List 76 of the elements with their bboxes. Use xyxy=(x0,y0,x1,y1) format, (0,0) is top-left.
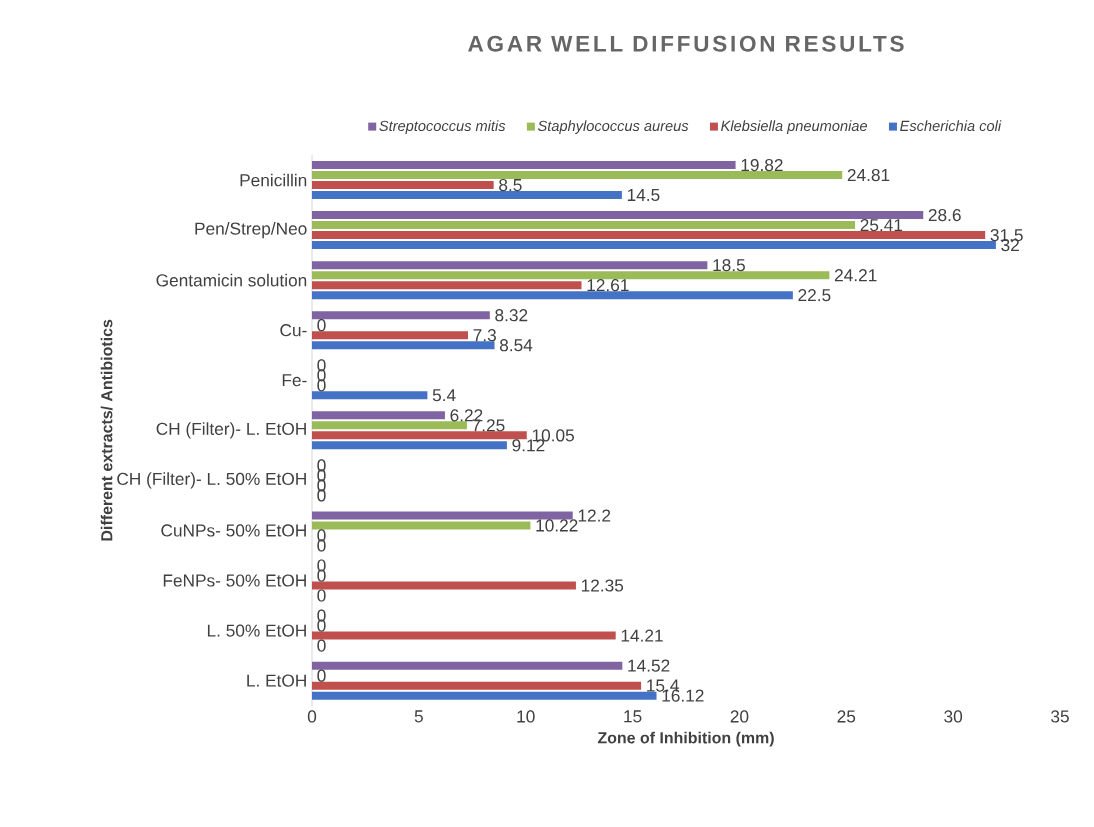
bar xyxy=(312,581,576,590)
x-tick-label: 30 xyxy=(944,710,963,723)
bar xyxy=(312,261,708,270)
data-label: 28.6 xyxy=(928,208,961,222)
x-tick-label: 15 xyxy=(624,710,642,723)
data-label: 18.5 xyxy=(713,259,745,272)
bar xyxy=(312,221,856,230)
y-tick-label: CuNPs- 50% EtOH xyxy=(161,524,306,537)
y-tick-label: FeNPs- 50% EtOH xyxy=(163,574,306,587)
data-label: 24.21 xyxy=(834,269,877,282)
y-tick-label: CH (Filter)- L. EtOH xyxy=(156,422,306,439)
data-label: 12.35 xyxy=(581,579,624,592)
data-label: 5.4 xyxy=(432,389,456,402)
legend-label: Streptococcus mitis xyxy=(379,120,506,134)
data-label: 25.41 xyxy=(860,218,903,232)
bar xyxy=(312,521,531,530)
bar xyxy=(312,191,622,200)
x-tick-label: 0 xyxy=(307,710,317,723)
x-axis-title: Zone of Inhibition (mm) xyxy=(597,731,774,747)
data-label: 8.54 xyxy=(499,339,533,352)
data-label: 7.3 xyxy=(473,329,496,342)
data-label: 14.5 xyxy=(627,189,660,202)
legend-label: Escherichia coli xyxy=(900,120,1002,132)
bar xyxy=(312,691,657,700)
chart-title: AGAR WELL DIFFUSION RESULTS xyxy=(468,35,904,52)
bar xyxy=(312,391,428,400)
bar xyxy=(312,421,467,430)
x-tick-label: 35 xyxy=(1051,710,1069,723)
bar xyxy=(312,181,494,190)
bar xyxy=(312,311,490,320)
x-tick-label: 10 xyxy=(517,710,535,723)
y-tick-label: L. EtOH xyxy=(247,674,306,687)
x-tick-label: 20 xyxy=(730,710,749,723)
y-tick-label: Penicillin xyxy=(240,173,307,187)
data-label: 0 xyxy=(317,319,326,332)
data-label: 22.5 xyxy=(798,289,831,302)
data-label: 0 xyxy=(317,669,326,682)
bar xyxy=(312,441,507,450)
bar xyxy=(312,281,582,290)
y-tick-label: Pen/Strep/Neo xyxy=(195,222,307,239)
bar xyxy=(312,681,642,690)
bar xyxy=(312,291,793,300)
y-tick-label: Fe- xyxy=(282,374,307,387)
bar xyxy=(312,341,495,350)
data-label: 24.81 xyxy=(847,168,890,182)
y-axis-title: Different extracts/ Antibiotics xyxy=(100,319,113,541)
data-label: 10.22 xyxy=(536,519,578,532)
data-label: 8.32 xyxy=(495,309,528,322)
legend-label: Klebsiella pneumoniae xyxy=(721,120,868,134)
x-tick-label: 5 xyxy=(414,710,423,723)
y-tick-label: Cu- xyxy=(280,324,307,337)
y-tick-label: Gentamicin solution xyxy=(156,273,307,287)
legend-label: Staphylococcus aureus xyxy=(537,120,689,134)
bar xyxy=(312,271,830,280)
bar xyxy=(312,171,843,180)
x-tick-label: 25 xyxy=(837,710,856,723)
data-label: 19.82 xyxy=(741,158,783,172)
data-label: 14.21 xyxy=(621,629,663,642)
bar xyxy=(312,241,996,250)
bar xyxy=(312,211,924,220)
bar xyxy=(312,411,445,420)
y-tick-label: L. 50% EtOH xyxy=(207,624,306,637)
data-label: 12.2 xyxy=(578,509,611,522)
data-label: 8.5 xyxy=(499,178,522,192)
bar xyxy=(312,511,573,520)
bar xyxy=(312,231,986,240)
bar xyxy=(312,661,623,670)
data-label: 14.52 xyxy=(628,659,670,672)
bar xyxy=(312,631,616,640)
y-tick-label: CH (Filter)- L. 50% EtOH xyxy=(117,472,306,489)
bar xyxy=(312,161,736,170)
bar xyxy=(312,331,469,340)
data-label: 0 xyxy=(317,589,326,602)
bar xyxy=(312,431,527,440)
data-label: 0 xyxy=(317,639,326,652)
data-label: 12.61 xyxy=(587,279,629,292)
